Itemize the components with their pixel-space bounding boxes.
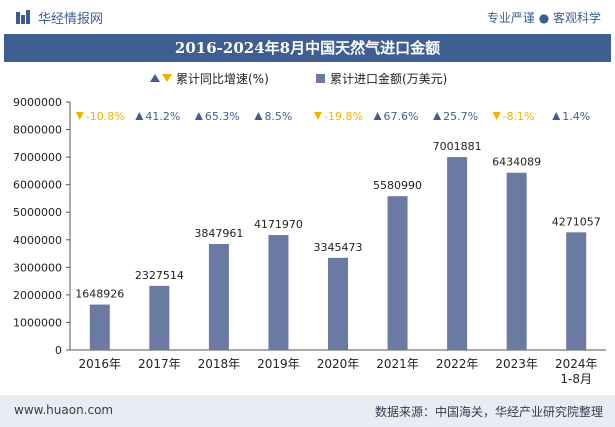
slogan: 专业严谨 ● 客观科学 [486, 11, 601, 25]
x-tick-label: 2017年 [138, 357, 181, 371]
footer-bar: www.huaon.com 数据来源：中国海关，华经产业研究院整理 [0, 395, 615, 427]
growth-label: 8.5% [264, 110, 292, 123]
growth-up-icon [194, 112, 203, 120]
website-link[interactable]: www.huaon.com [14, 403, 114, 417]
growth-label: 25.7% [443, 110, 478, 123]
chart-title: 2016-2024年8月中国天然气进口金额 [4, 34, 611, 62]
brand-name: 华经情报网 [38, 12, 104, 27]
bar-value-label: 3847961 [194, 227, 243, 240]
legend-amount-label: 累计进口金额(万美元) [330, 71, 447, 86]
bar-value-label: 2327514 [135, 269, 184, 282]
growth-label: -10.8% [86, 110, 125, 123]
bar [506, 172, 527, 350]
y-tick-label: 5000000 [13, 206, 62, 219]
y-tick-label: 0 [55, 344, 62, 357]
bar [268, 235, 289, 350]
growth-up-icon [254, 112, 263, 120]
y-tick-label: 9000000 [13, 96, 62, 109]
bar [208, 243, 229, 350]
growth-up-icon [135, 112, 144, 120]
growth-label: -8.1% [503, 110, 535, 123]
chart-area: 0 1000000 2000000 3000000 4000000 5000000 6000… [13, 71, 606, 386]
x-tick-label: 2020年 [317, 357, 360, 371]
y-tick-label: 3000000 [13, 261, 62, 274]
legend-up-marker [150, 74, 160, 82]
bar [149, 285, 170, 350]
growth-label: 41.2% [145, 110, 180, 123]
x-tick-label: 2023年 [495, 357, 538, 371]
bar-value-label: 1648926 [75, 288, 124, 301]
y-tick-label: 2000000 [13, 289, 62, 302]
legend-down-marker [162, 74, 172, 82]
growth-label: 65.3% [205, 110, 240, 123]
x-tick-label: 2016年 [79, 357, 122, 371]
logo-icon [16, 10, 30, 24]
y-tick-label: 1000000 [13, 316, 62, 329]
bar [328, 257, 348, 350]
bar [89, 304, 110, 350]
growth-up-icon [552, 112, 561, 120]
growth-label: -19.8% [324, 110, 363, 123]
bar-value-label: 3345473 [314, 241, 363, 254]
y-tick-label: 7000000 [13, 151, 62, 164]
x-tick-label: 1-8月 [560, 372, 592, 386]
growth-label: 67.6% [384, 110, 419, 123]
growth-up-icon [433, 112, 442, 120]
growth-down-icon [314, 112, 322, 120]
y-tick-label: 8000000 [13, 124, 62, 137]
bar-value-label: 5580990 [373, 179, 422, 192]
x-tick-label: 2021年 [376, 357, 419, 371]
bar-value-label: 4171970 [254, 218, 303, 231]
bar [387, 196, 408, 350]
bar-value-label: 4271057 [552, 215, 601, 228]
growth-down-icon [75, 112, 84, 120]
bar-value-label: 6434089 [492, 156, 541, 169]
y-tick-label: 6000000 [13, 179, 62, 192]
header-bar: 华经情报网 专业严谨 ● 客观科学 [0, 0, 615, 34]
data-source: 数据来源：中国海关，华经产业研究院整理 [374, 405, 603, 419]
legend-growth-label: 累计同比增速(%) [176, 72, 269, 86]
bar [447, 157, 468, 350]
growth-label: 1.4% [562, 110, 590, 123]
bar-value-label: 7001881 [433, 140, 482, 153]
x-tick-label: 2018年 [198, 357, 241, 371]
y-tick-label: 4000000 [13, 234, 62, 247]
x-tick-label: 2024年 [555, 357, 598, 371]
legend-bar-marker [316, 74, 325, 83]
x-tick-label: 2019年 [257, 357, 300, 371]
x-tick-label: 2022年 [436, 357, 479, 371]
bar [566, 232, 587, 350]
growth-down-icon [492, 112, 501, 120]
growth-up-icon [373, 112, 382, 120]
